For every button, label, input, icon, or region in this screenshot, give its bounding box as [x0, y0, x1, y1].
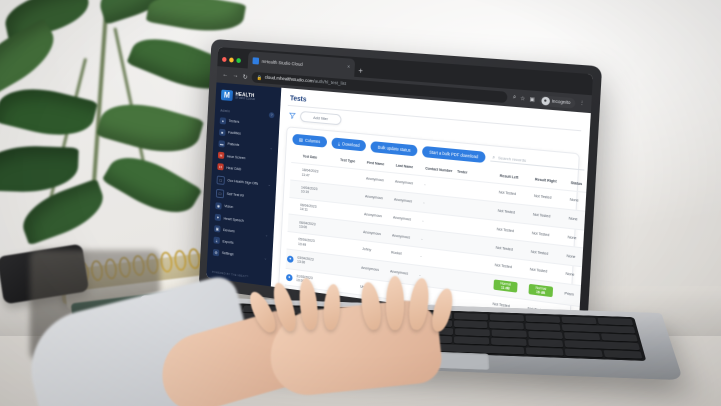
- bulk-pdf-download-button[interactable]: Start a bulk PDF download: [422, 146, 486, 163]
- result-text: Not Tested: [532, 212, 551, 219]
- sidebar-item-icon: □: [215, 188, 225, 199]
- tab-title: mHealth Studio Cloud: [261, 58, 303, 67]
- incognito-profile-button[interactable]: ● Incognito: [538, 94, 576, 109]
- chevron-down-icon[interactable]: ⌄: [267, 182, 271, 188]
- back-icon[interactable]: ←: [222, 71, 229, 79]
- sidebar-item-label: Patients: [227, 142, 240, 148]
- sidebar-item-icon: ■: [219, 128, 226, 136]
- columns-icon: ▤: [298, 136, 303, 143]
- result-text: Not Tested: [533, 194, 552, 201]
- extensions-icon[interactable]: ▣: [529, 96, 536, 103]
- sidebar-item-label: Hear Screen: [226, 154, 246, 160]
- columns-button[interactable]: ▤ Columns: [292, 133, 328, 148]
- help-icon[interactable]: ?: [268, 112, 275, 119]
- sidebar-item-label: Devices: [222, 227, 235, 234]
- reload-icon[interactable]: ↻: [242, 73, 248, 81]
- url-text: cloud.mhealthstudio.com/auth/hl_test_lis…: [264, 76, 346, 87]
- sidebar-item-label: Occ Health Sign Offs: [227, 178, 259, 186]
- zoom-icon[interactable]: ⌕: [512, 94, 517, 101]
- download-label: Download: [342, 141, 360, 148]
- sidebar-item-icon: ♥: [214, 213, 222, 222]
- minimize-window-icon[interactable]: [229, 57, 234, 63]
- download-icon: ⤓: [337, 141, 341, 147]
- columns-label: Columns: [304, 137, 321, 145]
- sidebar-item-label: Facilities: [228, 130, 242, 136]
- sidebar-nav: ● Testers ■ Facilities ▬ Patients ⌄ H Hear Scree…: [207, 114, 279, 265]
- result-text: Not Tested: [498, 190, 517, 197]
- close-tab-icon[interactable]: ×: [346, 64, 351, 71]
- result-text: Not Tested: [530, 249, 549, 256]
- result-text: Not Tested: [495, 245, 514, 252]
- sidebar: M HEALTH STUDIO CLOUD Admin ? ● Testers ■: [206, 82, 282, 287]
- profile-label: Incognito: [551, 98, 571, 106]
- brand-subtitle: STUDIO CLOUD: [235, 96, 256, 101]
- sidebar-item-icon: ●: [219, 116, 227, 125]
- chevron-down-icon[interactable]: ⌄: [265, 232, 269, 238]
- browser-menu-icon[interactable]: ⋮: [578, 100, 586, 107]
- result-text: Not Tested: [497, 208, 516, 215]
- add-filter-button[interactable]: Add filter: [299, 110, 342, 126]
- bulk-update-status-button[interactable]: Bulk update status: [370, 141, 418, 157]
- sidebar-item-icon: H: [217, 151, 225, 160]
- result-text: Not Tested: [496, 227, 515, 234]
- sidebar-item-icon: H: [217, 163, 224, 171]
- sidebar-item-label: Vision: [224, 204, 234, 210]
- bookmark-star-icon[interactable]: ☆: [520, 95, 526, 103]
- forward-icon[interactable]: →: [232, 72, 239, 80]
- url-domain: cloud.mhealthstudio.com: [264, 75, 314, 85]
- result-text: Not Tested: [529, 267, 548, 275]
- chevron-down-icon[interactable]: ⌄: [263, 256, 267, 261]
- chevron-down-icon[interactable]: ⌄: [269, 146, 273, 151]
- sidebar-item-label: Testers: [228, 119, 240, 124]
- result-text: Not Tested: [531, 231, 550, 238]
- sidebar-item-label: Exports: [222, 239, 234, 245]
- sidebar-item-icon: ⤓: [213, 236, 220, 245]
- hands: [18, 273, 610, 406]
- maximize-window-icon[interactable]: [236, 58, 241, 64]
- sidebar-section-label: Admin: [220, 108, 231, 114]
- sidebar-item-label: Self Test Kit: [226, 192, 245, 198]
- browser-actions: ⌕ ☆ ▣ ● Incognito ⋮: [513, 93, 586, 109]
- avatar: ●: [540, 96, 550, 106]
- sidebar-item-label: Hear DAD: [226, 165, 242, 172]
- favicon-icon: [252, 56, 260, 65]
- search-input[interactable]: ⌕ Search records: [490, 154, 585, 171]
- lock-icon: 🔒: [256, 74, 263, 80]
- row-status-icon[interactable]: ●: [286, 255, 294, 263]
- new-tab-button[interactable]: +: [358, 66, 364, 76]
- window-controls[interactable]: [221, 56, 241, 68]
- sidebar-item-label: Heart Speech: [223, 216, 244, 223]
- url-path: /auth/hl_test_list: [313, 79, 347, 88]
- sidebar-item-icon: ◉: [215, 202, 222, 210]
- sidebar-item-label: Settings: [221, 251, 234, 257]
- download-button[interactable]: ⤓ Download: [331, 137, 367, 152]
- result-text: Not Tested: [494, 263, 512, 270]
- sidebar-item-icon: ▣: [214, 225, 221, 233]
- logo-icon: M: [220, 89, 234, 102]
- close-window-icon[interactable]: [221, 56, 227, 63]
- sidebar-item-icon: ⚙: [212, 248, 220, 257]
- filter-funnel-icon[interactable]: [289, 112, 296, 119]
- sidebar-item-icon: ▬: [218, 140, 226, 148]
- search-placeholder: Search records: [497, 154, 527, 163]
- search-icon: ⌕: [492, 154, 496, 160]
- sidebar-item-icon: □: [216, 175, 225, 185]
